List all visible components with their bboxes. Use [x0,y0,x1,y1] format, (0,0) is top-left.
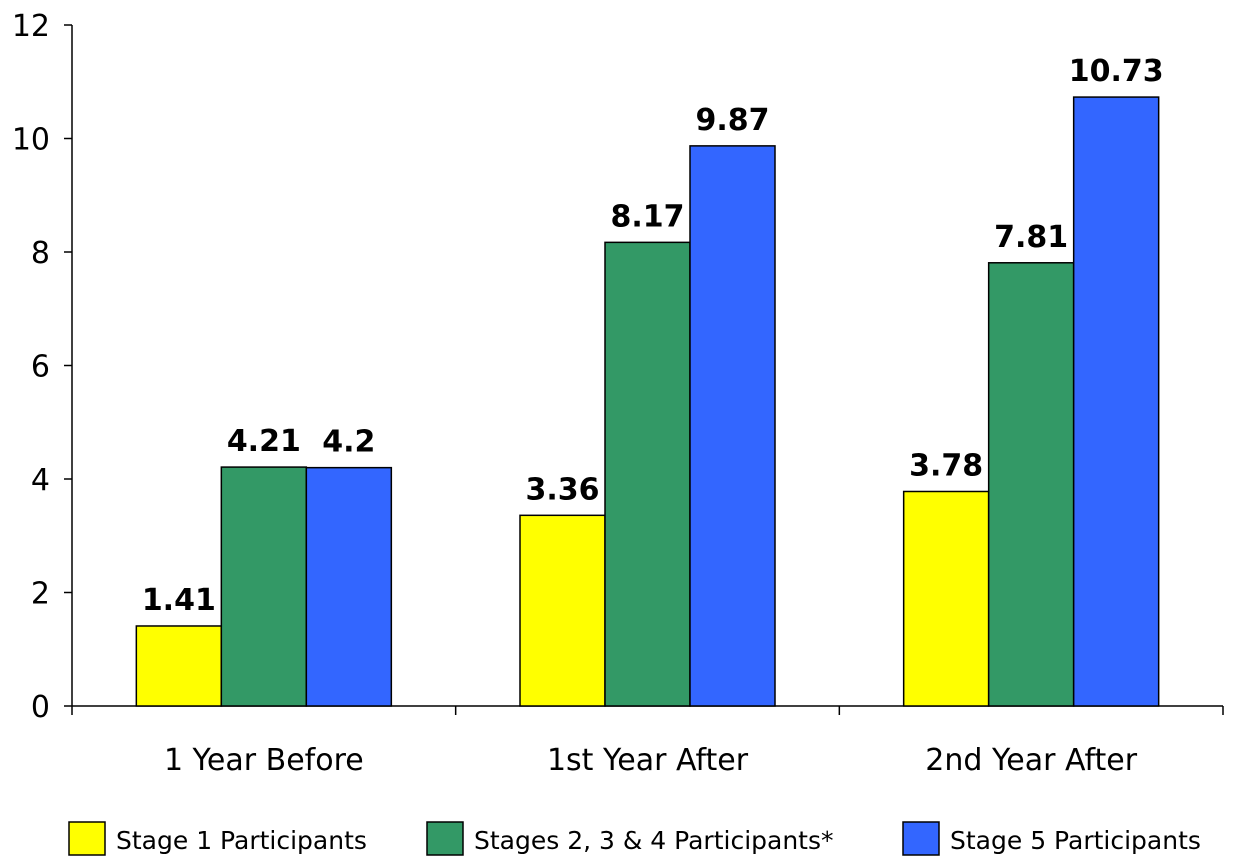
y-tick-label: 8 [31,236,50,271]
x-category-label: 2nd Year After [925,743,1137,778]
legend-label: Stages 2, 3 & 4 Participants* [474,826,834,855]
legend: Stage 1 Participants Stages 2, 3 & 4 Part… [68,821,1201,856]
y-tick-label: 6 [31,350,50,385]
data-label: 10.73 [1069,54,1164,89]
data-label: 7.81 [994,220,1068,255]
bar [305,466,393,707]
data-label: 9.87 [695,103,769,138]
legend-swatch [68,821,106,856]
bar [604,241,691,707]
x-axis-ticks [71,706,1224,715]
bar [689,145,776,707]
data-label: 3.36 [525,472,599,507]
category-labels-group: 1 Year Before 1st Year After 2nd Year Afte… [164,743,1138,778]
bar [987,262,1075,707]
data-label: 4.21 [227,424,301,459]
legend-swatch [426,821,464,856]
y-tick-label: 0 [31,690,50,725]
y-axis-ticks: 0 2 4 6 8 10 12 [12,9,72,725]
legend-label: Stage 1 Participants [116,826,367,855]
x-category-label: 1st Year After [547,743,749,778]
legend-swatch [902,821,940,856]
y-tick-label: 2 [31,577,50,612]
bar [519,514,606,707]
bar [220,466,308,707]
x-category-label: 1 Year Before [164,743,364,778]
data-label: 1.41 [142,583,216,618]
bar [902,490,990,707]
bar [135,625,223,707]
data-label: 3.78 [909,448,983,483]
y-tick-label: 10 [12,123,50,158]
data-label: 8.17 [610,199,684,234]
legend-label: Stage 5 Participants [950,826,1201,855]
y-tick-label: 12 [12,9,50,44]
data-label: 4.2 [322,425,375,460]
y-tick-label: 4 [31,463,50,498]
bars-group [135,96,1160,707]
bar [1072,96,1160,707]
data-labels-group: 1.41 4.21 4.2 3.36 8.17 9.87 3.78 7.81 10.73 [142,54,1164,618]
